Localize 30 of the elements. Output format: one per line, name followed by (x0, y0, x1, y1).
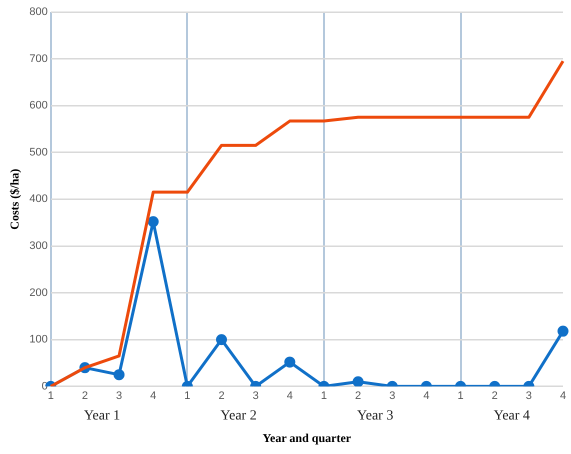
x-tick-label: 2 (218, 390, 225, 402)
x-tick-label: 1 (320, 390, 328, 402)
text: Year 4 (494, 408, 530, 424)
x-tick-label: 2 (355, 390, 362, 402)
x-tick-label: 3 (526, 390, 532, 402)
x-tick-label: 3 (389, 390, 396, 402)
x-tick-label: 3 (252, 390, 259, 402)
x-tick-label: 4 (423, 390, 430, 402)
text: Year 3 (357, 408, 394, 424)
y-axis-title: Costs ($/ha) (7, 168, 22, 230)
x-tick-label: 1 (457, 390, 464, 402)
text: Year 1 (84, 408, 120, 424)
y-tick-label: 600 (29, 100, 48, 112)
x-tick-label: 4 (150, 390, 156, 402)
x-tick-label: 3 (116, 390, 122, 402)
y-tick-label: 400 (29, 193, 48, 206)
y-tick-label: 700 (29, 52, 48, 65)
x-axis-title: Year and quarter (262, 430, 352, 445)
y-tick-label: 200 (29, 286, 48, 299)
x-tick-label: 4 (286, 390, 293, 402)
text: Year 2 (220, 408, 257, 424)
y-tick-label: 300 (29, 240, 48, 252)
y-tick-label: 800 (29, 6, 48, 18)
x-tick-label: 1 (48, 390, 54, 402)
x-tick-label: 2 (82, 390, 88, 402)
x-tick-label: 1 (184, 390, 190, 402)
x-tick-label: 4 (560, 390, 566, 402)
y-tick-label: 500 (29, 146, 48, 158)
y-tick-label: 100 (29, 334, 48, 346)
x-tick-label: 2 (492, 390, 498, 402)
